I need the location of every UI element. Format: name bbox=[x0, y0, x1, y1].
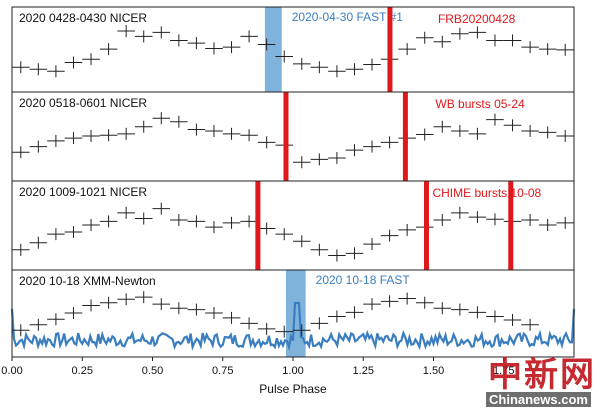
watermark-logo-en: Chinanews.com bbox=[486, 392, 591, 407]
x-tick-label: 0.75 bbox=[212, 365, 233, 377]
fast-trace bbox=[10, 301, 576, 352]
x-tick-label: 1.75 bbox=[493, 365, 514, 377]
burst-label: FRB20200428 bbox=[438, 12, 516, 26]
panel-1: 2020-04-30 FAST #1 FRB20200428 2020 0428-0… bbox=[11, 6, 575, 93]
panel-label: 2020 10-18 XMM-Newton bbox=[19, 274, 156, 288]
watermark-logo-cn: 中新网 bbox=[488, 355, 596, 395]
panel-label: 2020 0518-0601 NICER bbox=[19, 96, 147, 110]
x-tick-label: 1.25 bbox=[353, 365, 374, 377]
x-tick-label: 0.25 bbox=[72, 365, 93, 377]
fast-band bbox=[264, 7, 282, 92]
x-tick-label: 0.50 bbox=[142, 365, 163, 377]
panel-2: WB bursts 05-24 2020 0518-0601 NICER bbox=[11, 91, 575, 182]
x-tick-label: 1.00 bbox=[282, 365, 303, 377]
burst-label: CHIME bursts 10-08 bbox=[432, 186, 541, 200]
panel-label: 2020 1009-1021 NICER bbox=[19, 185, 147, 199]
burst-label: WB bursts 05-24 bbox=[435, 97, 525, 111]
x-axis: 0.00 0.25 0.50 0.75 1.00 1.25 1.50 1.75 Pulse Ph… bbox=[1, 357, 514, 396]
x-tick-label: 0.00 bbox=[1, 365, 22, 377]
panel-label: 2020 0428-0430 NICER bbox=[19, 11, 147, 25]
fast-band-label: 2020-04-30 FAST #1 bbox=[292, 10, 404, 24]
x-axis-label: Pulse Phase bbox=[259, 382, 327, 396]
fast-band-label: 2020 10-18 FAST bbox=[316, 273, 411, 287]
x-tick-label: 1.50 bbox=[423, 365, 444, 377]
panel-4: 2020 10-18 FAST 2020 10-18 XMM-Newton bbox=[10, 269, 576, 358]
panel-3: CHIME bursts 10-08 2020 1009-1021 NICER bbox=[11, 180, 575, 271]
